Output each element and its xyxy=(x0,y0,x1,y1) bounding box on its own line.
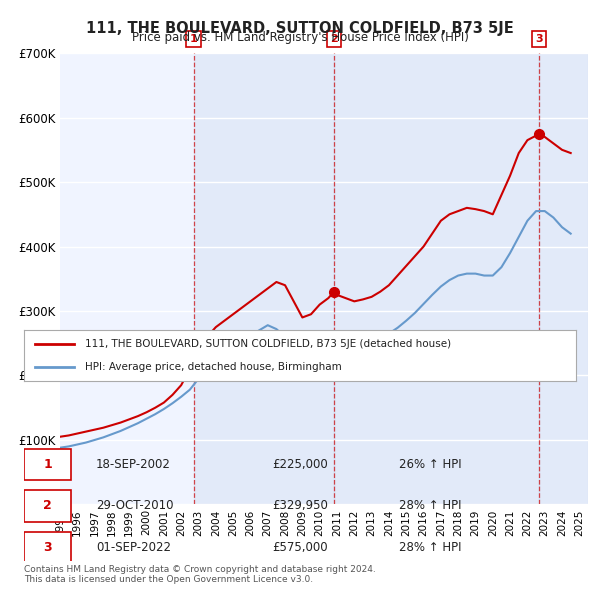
Text: 1: 1 xyxy=(190,34,197,44)
Text: 28% ↑ HPI: 28% ↑ HPI xyxy=(400,500,462,513)
Text: £575,000: £575,000 xyxy=(272,541,328,554)
Text: 3: 3 xyxy=(535,34,543,44)
Text: 28% ↑ HPI: 28% ↑ HPI xyxy=(400,541,462,554)
Bar xyxy=(194,53,334,504)
Text: 2: 2 xyxy=(43,500,52,513)
Text: HPI: Average price, detached house, Birmingham: HPI: Average price, detached house, Birm… xyxy=(85,362,341,372)
Text: £225,000: £225,000 xyxy=(272,458,328,471)
Text: 3: 3 xyxy=(43,541,52,554)
Text: 29-OCT-2010: 29-OCT-2010 xyxy=(96,500,173,513)
Bar xyxy=(334,53,539,504)
Text: Contains HM Land Registry data © Crown copyright and database right 2024.
This d: Contains HM Land Registry data © Crown c… xyxy=(24,565,376,584)
FancyBboxPatch shape xyxy=(24,449,71,480)
Text: 111, THE BOULEVARD, SUTTON COLDFIELD, B73 5JE: 111, THE BOULEVARD, SUTTON COLDFIELD, B7… xyxy=(86,21,514,35)
Text: Price paid vs. HM Land Registry's House Price Index (HPI): Price paid vs. HM Land Registry's House … xyxy=(131,31,469,44)
Text: 1: 1 xyxy=(43,458,52,471)
Text: 01-SEP-2022: 01-SEP-2022 xyxy=(96,541,171,554)
FancyBboxPatch shape xyxy=(24,532,71,563)
Text: £329,950: £329,950 xyxy=(272,500,328,513)
Text: 111, THE BOULEVARD, SUTTON COLDFIELD, B73 5JE (detached house): 111, THE BOULEVARD, SUTTON COLDFIELD, B7… xyxy=(85,339,451,349)
Bar xyxy=(539,53,588,504)
Text: 18-SEP-2002: 18-SEP-2002 xyxy=(96,458,170,471)
Text: 26% ↑ HPI: 26% ↑ HPI xyxy=(400,458,462,471)
Text: 2: 2 xyxy=(330,34,338,44)
FancyBboxPatch shape xyxy=(24,490,71,522)
